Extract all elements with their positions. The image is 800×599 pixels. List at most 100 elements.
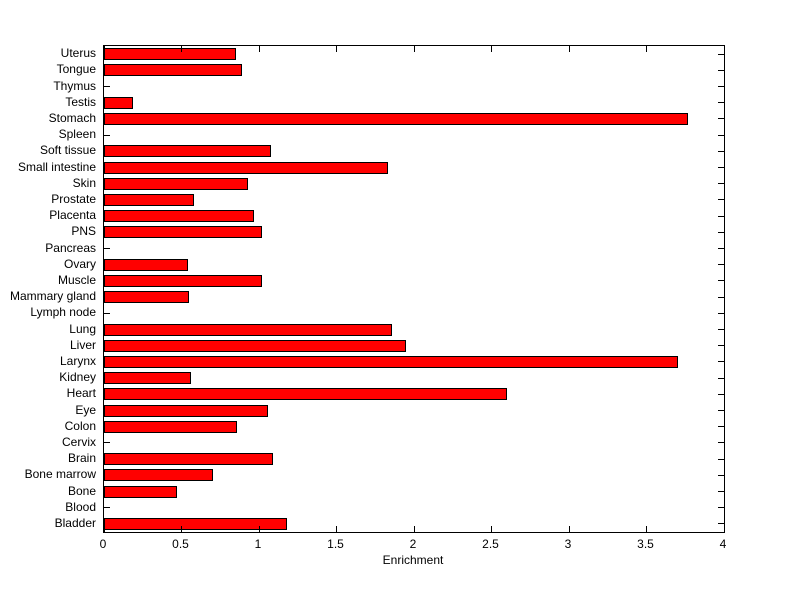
tick-mark: [646, 526, 647, 532]
tick-mark: [568, 526, 570, 532]
tick-mark: [413, 46, 415, 52]
category-label: Eye: [75, 402, 96, 417]
category-label: Bone: [67, 483, 96, 498]
category-label: Kidney: [59, 370, 96, 385]
bar: [104, 161, 388, 174]
x-tick-label: 2: [409, 537, 417, 551]
category-label: Small intestine: [17, 159, 96, 174]
category-label: Soft tissue: [39, 143, 96, 158]
tick-mark: [718, 86, 724, 87]
category-label: Pancreas: [45, 240, 96, 255]
tick-mark: [718, 69, 724, 71]
tick-mark: [718, 296, 724, 298]
category-label: Lung: [69, 321, 96, 336]
tick-mark: [718, 491, 724, 492]
category-label: PNS: [71, 224, 96, 239]
tick-mark: [718, 410, 724, 411]
tick-mark: [718, 150, 724, 152]
category-label: Liver: [69, 337, 96, 352]
tick-mark: [718, 442, 724, 444]
tick-mark: [718, 248, 724, 249]
x-tick-label: 0.5: [172, 537, 189, 551]
tick-mark: [336, 526, 337, 532]
bar: [104, 323, 393, 336]
tick-mark: [718, 345, 724, 347]
tick-mark: [718, 183, 724, 185]
category-label: Blood: [65, 499, 96, 514]
bar: [104, 339, 407, 352]
tick-mark: [718, 474, 724, 476]
tick-mark: [718, 167, 724, 168]
tick-mark: [718, 134, 724, 136]
category-label: Larynx: [59, 353, 96, 368]
category-label: Tongue: [56, 62, 96, 77]
tick-mark: [103, 46, 105, 52]
category-label: Stomach: [48, 110, 96, 125]
category-label: Muscle: [57, 272, 96, 287]
category-label: Ovary: [63, 256, 96, 271]
tick-mark: [718, 426, 724, 428]
bar: [104, 48, 236, 61]
tick-mark: [718, 118, 724, 120]
tick-mark: [104, 134, 110, 136]
tick-mark: [718, 199, 724, 201]
category-label: Uterus: [60, 46, 96, 61]
tick-mark: [181, 46, 182, 52]
bar: [104, 177, 249, 190]
category-label: Heart: [66, 386, 96, 401]
tick-mark: [723, 46, 725, 52]
bar: [104, 485, 177, 498]
tick-mark: [718, 102, 724, 104]
bar: [104, 404, 269, 417]
category-label: Thymus: [53, 78, 96, 93]
x-axis-title: Enrichment: [382, 553, 444, 567]
x-tick-label: 4: [719, 537, 727, 551]
tick-mark: [104, 312, 110, 314]
tick-mark: [103, 526, 105, 532]
tick-mark: [718, 361, 724, 363]
category-label: Prostate: [51, 191, 96, 206]
tick-mark: [491, 526, 492, 532]
tick-mark: [336, 46, 337, 52]
tick-mark: [718, 215, 724, 217]
x-tick-label: 1: [254, 537, 262, 551]
bar: [104, 145, 272, 158]
tick-mark: [104, 86, 110, 87]
tick-mark: [718, 280, 724, 282]
tick-mark: [718, 377, 724, 379]
tick-mark: [718, 329, 724, 330]
category-label: Spleen: [58, 127, 96, 142]
bar: [104, 372, 191, 385]
tick-mark: [491, 46, 492, 52]
x-tick-label: 3: [564, 537, 572, 551]
bar: [104, 355, 678, 368]
tick-mark: [718, 312, 724, 314]
bar: [104, 258, 188, 271]
tick-mark: [718, 507, 724, 509]
bar: [104, 226, 263, 239]
category-label: Mammary gland: [9, 289, 96, 304]
tick-mark: [718, 53, 724, 55]
x-tick-label: 0: [99, 537, 107, 551]
tick-mark: [723, 526, 725, 532]
bar: [104, 388, 507, 401]
x-tick-label: 3.5: [637, 537, 654, 551]
bar: [104, 96, 134, 109]
x-tick-label: 1.5: [327, 537, 344, 551]
bar: [104, 64, 242, 77]
category-label: Placenta: [49, 208, 96, 223]
bar: [104, 193, 194, 206]
category-label: Testis: [65, 94, 96, 109]
tick-mark: [568, 46, 570, 52]
category-label: Skin: [72, 175, 96, 190]
bar: [104, 453, 273, 466]
tick-mark: [104, 507, 110, 509]
tick-mark: [258, 46, 260, 52]
category-label: Brain: [67, 451, 96, 466]
bar: [104, 274, 263, 287]
bar: [104, 420, 238, 433]
category-label: Cervix: [61, 434, 96, 449]
bar: [104, 469, 213, 482]
tick-mark: [104, 248, 110, 249]
